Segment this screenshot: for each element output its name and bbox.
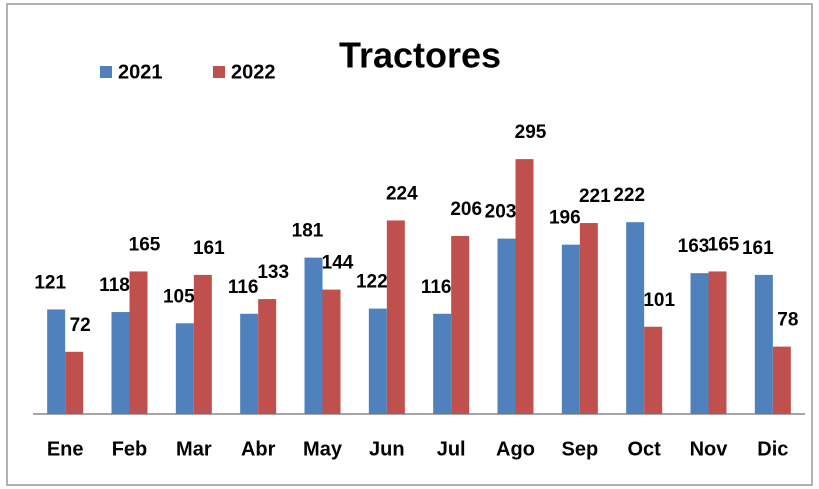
bar <box>708 271 727 414</box>
data-label: 161 <box>193 238 225 259</box>
x-tick-label: Feb <box>112 438 148 460</box>
bar <box>193 274 212 414</box>
bar <box>258 299 277 414</box>
x-tick-label: Dic <box>757 438 788 460</box>
data-label: 295 <box>515 122 547 143</box>
data-label: 221 <box>579 186 611 207</box>
data-label: 144 <box>322 253 354 274</box>
bar <box>754 274 773 414</box>
data-label: 72 <box>70 315 91 336</box>
x-tick-label: Jun <box>369 438 405 460</box>
legend-swatch <box>100 66 112 78</box>
data-label: 78 <box>777 310 798 331</box>
data-label: 181 <box>292 221 324 242</box>
data-label: 222 <box>613 185 645 206</box>
x-tick-label: Nov <box>690 438 729 460</box>
data-label: 118 <box>99 275 130 296</box>
legend-swatch <box>213 66 225 78</box>
data-label: 122 <box>356 272 388 293</box>
data-label: 203 <box>485 202 517 223</box>
x-tick-label: Sep <box>561 438 598 460</box>
x-tick-label: Ene <box>47 438 84 460</box>
x-tick-label: Mar <box>176 438 212 460</box>
bar <box>368 308 387 414</box>
bar <box>175 323 194 414</box>
chart-title: Tractores <box>339 35 501 76</box>
data-label: 116 <box>228 277 259 298</box>
x-tick-label: Ago <box>496 438 535 460</box>
bar <box>240 313 259 414</box>
bar <box>386 220 405 414</box>
x-tick-label: May <box>303 438 343 460</box>
bar <box>304 257 323 414</box>
bar <box>644 326 663 414</box>
bar <box>772 346 791 414</box>
bar <box>515 159 534 414</box>
data-label: 121 <box>34 272 66 293</box>
x-tick-label: Oct <box>627 438 661 460</box>
bar <box>47 309 66 414</box>
data-label: 105 <box>163 286 195 307</box>
bar <box>129 271 148 414</box>
bar <box>497 238 516 414</box>
bar <box>111 312 130 414</box>
x-tick-label: Jul <box>437 438 466 460</box>
bar <box>322 289 341 414</box>
legend-label: 2022 <box>231 61 276 83</box>
data-label: 206 <box>450 199 482 220</box>
data-label: 163 <box>678 236 710 257</box>
bar <box>626 222 645 414</box>
bar <box>579 223 598 414</box>
data-label: 224 <box>386 183 418 204</box>
legend-label: 2021 <box>118 61 163 83</box>
bar <box>65 351 84 414</box>
bar <box>561 244 580 414</box>
bar <box>690 273 709 414</box>
data-label: 161 <box>742 238 774 259</box>
data-label: 133 <box>257 262 289 283</box>
bar <box>433 313 452 414</box>
data-label: 165 <box>129 234 161 255</box>
x-tick-label: Abr <box>241 438 276 460</box>
data-label: 101 <box>643 290 675 311</box>
data-label: 116 <box>421 277 452 298</box>
bar <box>451 236 470 414</box>
data-label: 196 <box>549 208 581 229</box>
data-label: 165 <box>708 234 740 255</box>
